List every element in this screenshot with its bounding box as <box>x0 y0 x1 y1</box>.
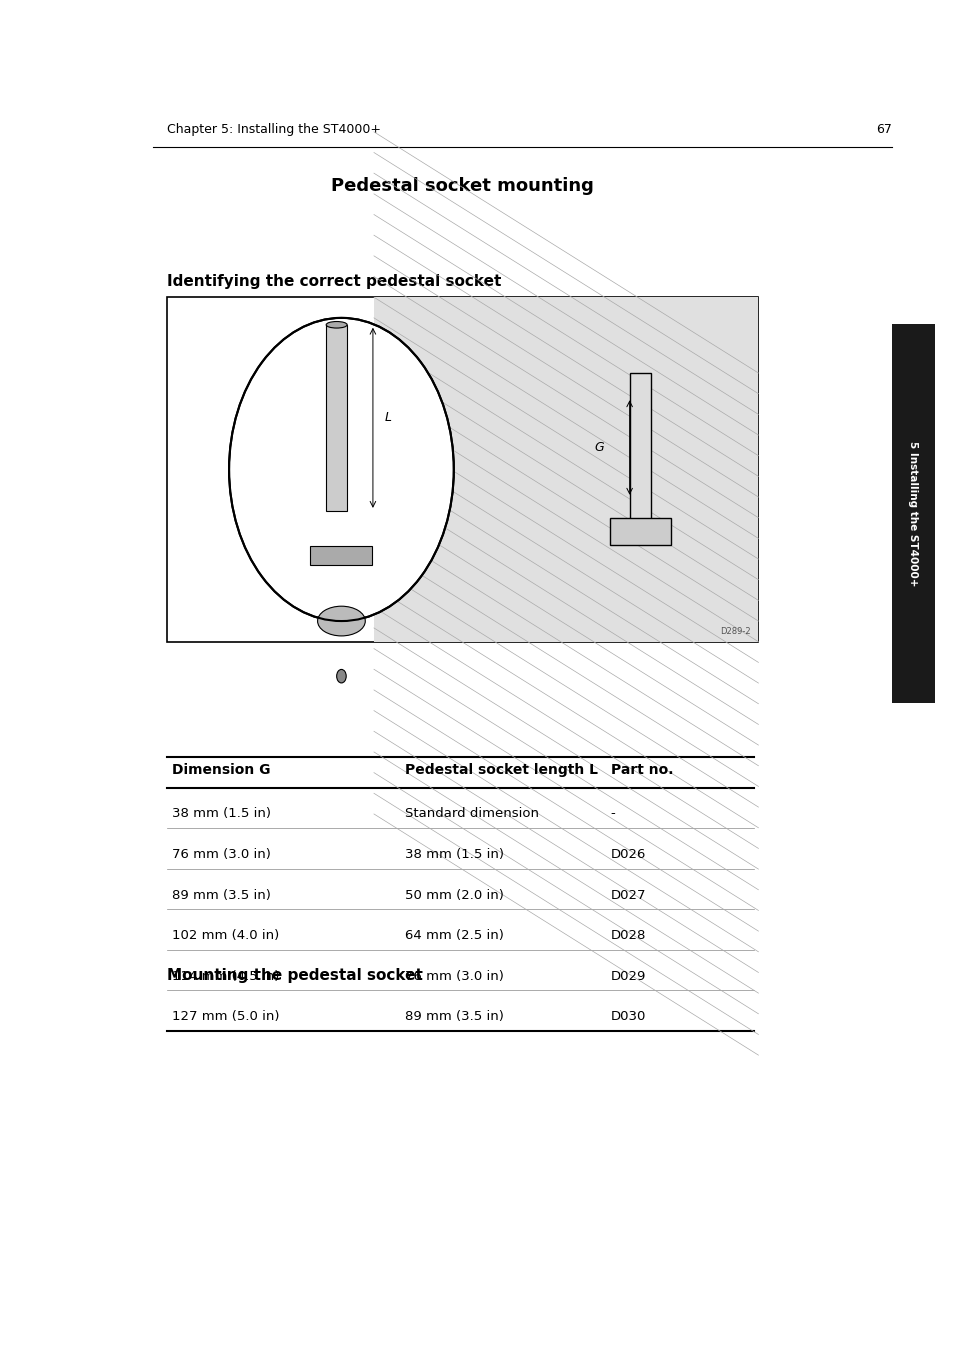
Text: Identifying the correct pedestal socket: Identifying the correct pedestal socket <box>167 273 500 289</box>
Text: 5 Installing the ST4000+: 5 Installing the ST4000+ <box>907 440 918 586</box>
Bar <box>891 324 934 703</box>
Text: 67: 67 <box>875 123 891 136</box>
Text: D027: D027 <box>610 889 645 901</box>
Text: 102 mm (4.0 in): 102 mm (4.0 in) <box>172 929 278 942</box>
Text: Dimension G: Dimension G <box>172 763 270 777</box>
Bar <box>629 373 650 531</box>
Text: 50 mm (2.0 in): 50 mm (2.0 in) <box>405 889 504 901</box>
Bar <box>609 517 670 544</box>
Text: D289-2: D289-2 <box>720 627 750 636</box>
Text: 64 mm (2.5 in): 64 mm (2.5 in) <box>405 929 504 942</box>
Text: 38 mm (1.5 in): 38 mm (1.5 in) <box>172 808 271 820</box>
Text: 89 mm (3.5 in): 89 mm (3.5 in) <box>172 889 271 901</box>
Text: 76 mm (3.0 in): 76 mm (3.0 in) <box>172 848 271 861</box>
Text: 76 mm (3.0 in): 76 mm (3.0 in) <box>405 970 504 982</box>
Text: D030: D030 <box>610 1011 645 1023</box>
Text: 89 mm (3.5 in): 89 mm (3.5 in) <box>405 1011 504 1023</box>
Text: -: - <box>610 808 615 820</box>
Text: D029: D029 <box>610 970 645 982</box>
Bar <box>326 324 347 511</box>
Ellipse shape <box>336 669 346 684</box>
Text: D028: D028 <box>610 929 645 942</box>
Text: Chapter 5: Installing the ST4000+: Chapter 5: Installing the ST4000+ <box>167 123 380 136</box>
Text: Pedestal socket length L: Pedestal socket length L <box>405 763 598 777</box>
Text: Mounting the pedestal socket: Mounting the pedestal socket <box>167 967 422 984</box>
Text: 127 mm (5.0 in): 127 mm (5.0 in) <box>172 1011 279 1023</box>
Text: Part no.: Part no. <box>610 763 673 777</box>
Ellipse shape <box>317 607 365 636</box>
Text: 38 mm (1.5 in): 38 mm (1.5 in) <box>405 848 504 861</box>
Text: D026: D026 <box>610 848 645 861</box>
Bar <box>374 297 758 642</box>
Ellipse shape <box>229 317 454 621</box>
Text: Pedestal socket mounting: Pedestal socket mounting <box>331 177 594 196</box>
Text: G: G <box>594 440 603 454</box>
Text: 114 mm (4.5 in): 114 mm (4.5 in) <box>172 970 279 982</box>
Text: L: L <box>384 411 391 424</box>
Bar <box>310 546 372 565</box>
Ellipse shape <box>326 322 347 328</box>
Bar <box>167 297 758 642</box>
Text: Standard dimension: Standard dimension <box>405 808 538 820</box>
